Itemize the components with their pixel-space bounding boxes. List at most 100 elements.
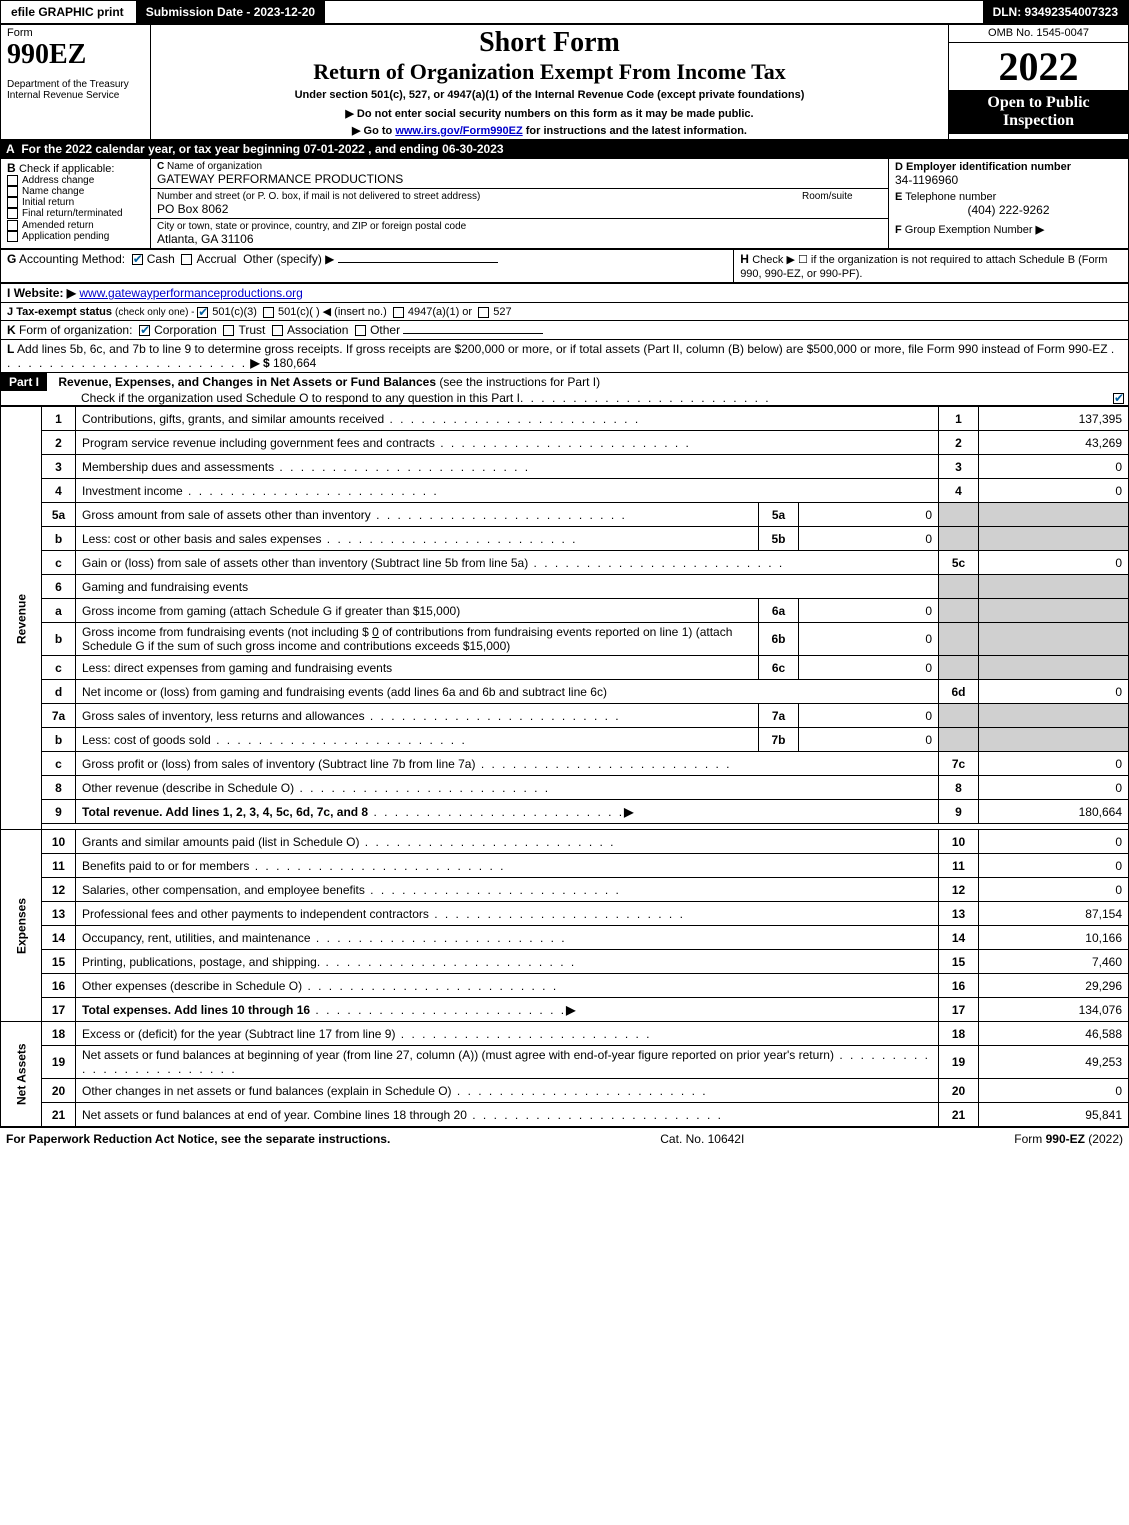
k-other-blank[interactable] xyxy=(403,333,543,334)
line3-num: 3 xyxy=(42,455,76,479)
line5c-text: Gain or (loss) from sale of assets other… xyxy=(82,556,528,570)
line2-rnum: 2 xyxy=(939,431,979,455)
g-accrual[interactable]: Accrual xyxy=(181,252,236,266)
line21-val: 95,841 xyxy=(979,1103,1129,1127)
line20-num: 20 xyxy=(42,1079,76,1103)
line5c-val: 0 xyxy=(979,551,1129,575)
line1-text: Contributions, gifts, grants, and simila… xyxy=(82,412,384,426)
k-corporation[interactable]: Corporation xyxy=(139,323,217,337)
line6-num: 6 xyxy=(42,575,76,599)
line7c-text: Gross profit or (loss) from sales of inv… xyxy=(82,757,475,771)
line16-num: 16 xyxy=(42,974,76,998)
b-name-change[interactable]: Name change xyxy=(7,186,144,197)
line7b-subnum: 7b xyxy=(759,728,799,752)
form-number: 990EZ xyxy=(7,39,144,71)
line6b-amt: 0 xyxy=(372,625,379,639)
f-arrow: ▶ xyxy=(1036,224,1044,236)
line15-text: Printing, publications, postage, and shi… xyxy=(82,955,320,969)
line4-val: 0 xyxy=(979,479,1129,503)
title-return-exempt: Return of Organization Exempt From Incom… xyxy=(157,59,942,85)
omb-number: OMB No. 1545-0047 xyxy=(949,25,1129,43)
submission-date-button[interactable]: Submission Date - 2023-12-20 xyxy=(136,1,327,23)
note-goto-pre: ▶ Go to xyxy=(352,125,395,137)
j-527[interactable]: 527 xyxy=(478,306,511,318)
irs-form990ez-link[interactable]: www.irs.gov/Form990EZ xyxy=(395,125,522,137)
b-address-change[interactable]: Address change xyxy=(7,175,144,186)
line15-val: 7,460 xyxy=(979,950,1129,974)
website-link[interactable]: www.gatewayperformanceproductions.org xyxy=(79,286,302,300)
line16-rnum: 16 xyxy=(939,974,979,998)
l-text: Add lines 5b, 6c, and 7b to line 9 to de… xyxy=(17,342,1108,356)
b-amended-return[interactable]: Amended return xyxy=(7,220,144,231)
line13-val: 87,154 xyxy=(979,902,1129,926)
part1-check-dots xyxy=(520,391,1107,405)
f-group-exempt-label: Group Exemption Number xyxy=(905,224,1033,236)
l-value: 180,664 xyxy=(273,356,316,370)
line17-text: Total expenses. Add lines 10 through 16 xyxy=(82,1003,310,1017)
letter-a: A xyxy=(6,142,15,156)
line15-num: 15 xyxy=(42,950,76,974)
line6a-subval: 0 xyxy=(799,599,939,623)
line6a-text: Gross income from gaming (attach Schedul… xyxy=(82,604,460,618)
line6b-subnum: 6b xyxy=(759,623,799,656)
line5a-subval: 0 xyxy=(799,503,939,527)
line6c-subval: 0 xyxy=(799,656,939,680)
line6d-val: 0 xyxy=(979,680,1129,704)
b-initial-return[interactable]: Initial return xyxy=(7,197,144,208)
line7b-num: b xyxy=(42,728,76,752)
k-association[interactable]: Association xyxy=(272,323,348,337)
part1-tag: Part I xyxy=(1,373,47,391)
k-other[interactable]: Other xyxy=(355,323,400,337)
line18-val: 46,588 xyxy=(979,1022,1129,1046)
line19-num: 19 xyxy=(42,1046,76,1079)
line6-text: Gaming and fundraising events xyxy=(76,575,939,599)
line6c-subnum: 6c xyxy=(759,656,799,680)
line6c-num: c xyxy=(42,656,76,680)
k-trust[interactable]: Trust xyxy=(223,323,265,337)
form-word: Form xyxy=(7,27,144,39)
dept-treasury: Department of the Treasury Internal Reve… xyxy=(7,79,144,101)
b-label: Check if applicable: xyxy=(19,163,114,175)
line5b-subval: 0 xyxy=(799,527,939,551)
line6d-num: d xyxy=(42,680,76,704)
part1-title: Revenue, Expenses, and Changes in Net As… xyxy=(50,375,436,389)
b-application-pending[interactable]: Application pending xyxy=(7,231,144,242)
part1-schedule-o-checkbox[interactable] xyxy=(1113,393,1124,404)
line20-rnum: 20 xyxy=(939,1079,979,1103)
line20-text: Other changes in net assets or fund bala… xyxy=(82,1084,452,1098)
g-other-blank[interactable] xyxy=(338,262,498,263)
line5b-text: Less: cost or other basis and sales expe… xyxy=(82,532,321,546)
line6b-text1: Gross income from fundraising events (no… xyxy=(82,625,369,639)
line14-num: 14 xyxy=(42,926,76,950)
h-text: Check ▶ ☐ if the organization is not req… xyxy=(740,254,1107,280)
line1-num: 1 xyxy=(42,407,76,431)
line1-val: 137,395 xyxy=(979,407,1129,431)
page-footer: For Paperwork Reduction Act Notice, see … xyxy=(0,1127,1129,1150)
org-info-block: B Check if applicable: Address change Na… xyxy=(0,158,1129,249)
efile-graphic-print-button[interactable]: efile GRAPHIC print xyxy=(1,1,136,23)
line8-rnum: 8 xyxy=(939,776,979,800)
b-final-return[interactable]: Final return/terminated xyxy=(7,208,144,219)
c-org-name: GATEWAY PERFORMANCE PRODUCTIONS xyxy=(157,172,882,186)
g-other[interactable]: Other (specify) ▶ xyxy=(243,252,334,266)
line7a-text: Gross sales of inventory, less returns a… xyxy=(82,709,365,723)
j-501c[interactable]: 501(c)( ) ◀ (insert no.) xyxy=(263,306,387,318)
note-goto-url: ▶ Go to www.irs.gov/Form990EZ for instru… xyxy=(157,124,942,137)
j-501c3[interactable]: 501(c)(3) xyxy=(197,306,257,318)
line7a-subnum: 7a xyxy=(759,704,799,728)
line21-num: 21 xyxy=(42,1103,76,1127)
top-bar: efile GRAPHIC print Submission Date - 20… xyxy=(0,0,1129,24)
line19-rnum: 19 xyxy=(939,1046,979,1079)
c-name-label: Name of organization xyxy=(167,161,262,172)
j-label: Tax-exempt status xyxy=(16,306,112,318)
c-city-value: Atlanta, GA 31106 xyxy=(157,232,882,246)
j-4947[interactable]: 4947(a)(1) or xyxy=(393,306,472,318)
line10-num: 10 xyxy=(42,830,76,854)
g-cash[interactable]: Cash xyxy=(132,252,175,266)
line7c-rnum: 7c xyxy=(939,752,979,776)
letter-j: J xyxy=(7,306,13,318)
line21-rnum: 21 xyxy=(939,1103,979,1127)
c-room-label: Room/suite xyxy=(802,191,882,202)
line8-val: 0 xyxy=(979,776,1129,800)
letter-g: G xyxy=(7,252,16,266)
